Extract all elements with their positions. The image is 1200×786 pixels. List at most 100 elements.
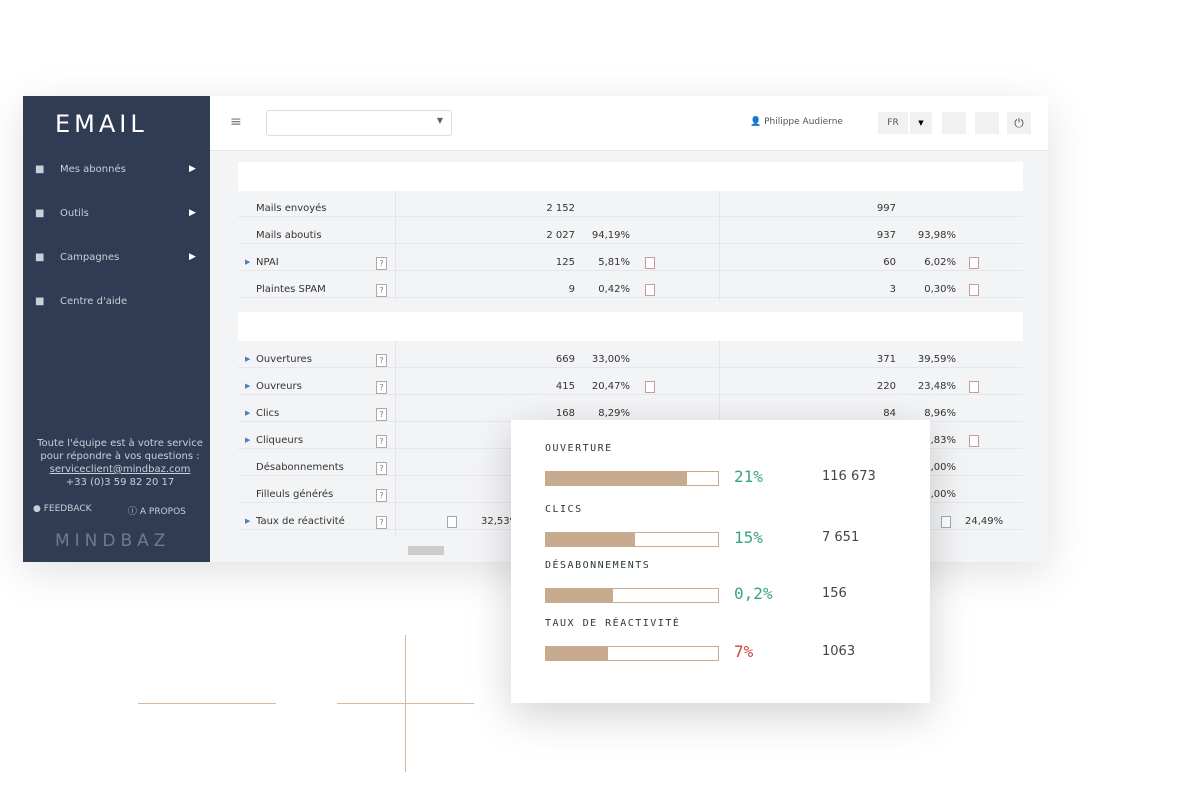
stat-count: 1063 (822, 644, 856, 659)
expand-arrow[interactable]: ▶ (245, 436, 251, 444)
menu-item[interactable]: Campagnes (60, 252, 120, 263)
help-line: Toute l'équipe est à votre service (37, 438, 203, 449)
help-icon[interactable]: ? (376, 354, 387, 367)
stat-percent: 7% (734, 642, 754, 661)
row-label: Mails envoyés (256, 203, 327, 214)
sidebar: EMAIL Toute l'équipe est à votre service… (23, 96, 210, 562)
chart-icon[interactable] (645, 381, 655, 393)
chart-icon[interactable] (969, 435, 979, 447)
row-label: Clics (256, 408, 280, 419)
cell: 8,29% (598, 408, 630, 419)
row-line (238, 270, 1023, 271)
help-icon[interactable]: ? (376, 489, 387, 502)
menu-icon: ■ (35, 208, 45, 219)
stat-count: 156 (822, 586, 847, 601)
scrollbar[interactable] (398, 544, 1018, 556)
lang[interactable]: FR (878, 112, 908, 134)
cell: 2 027 (546, 230, 575, 241)
cell: 371 (876, 354, 896, 365)
bar-fill (546, 647, 608, 660)
chart-icon[interactable] (969, 381, 979, 393)
row-line (238, 216, 1023, 217)
row-line (238, 394, 1023, 395)
feedback: FEEDBACK (43, 504, 92, 514)
cell: ,00% (930, 462, 956, 473)
row-line (238, 297, 1023, 298)
feedback-link[interactable]: ● FEEDBACK (33, 504, 92, 514)
help-icon[interactable]: ? (376, 257, 387, 270)
email-link[interactable]: serviceclient@mindbaz.com (49, 464, 191, 475)
cell: 9 (568, 284, 575, 295)
lang-dropdown[interactable]: ▼ (910, 112, 932, 134)
logout-button[interactable]: ⏻ (1007, 112, 1031, 134)
expand-arrow[interactable]: ▶ (245, 517, 251, 525)
cell: 415 (555, 381, 575, 392)
brand: MINDBAZ (55, 531, 171, 551)
chart-icon[interactable] (645, 257, 655, 269)
chart-icon[interactable] (969, 284, 979, 296)
stat-label: OUVERTURE (545, 443, 613, 454)
menu-item[interactable]: Outils (60, 208, 89, 219)
select[interactable]: ▼ (266, 110, 452, 136)
cell: 84 (883, 408, 896, 419)
help-icon[interactable]: ? (376, 408, 387, 421)
chart-icon[interactable] (969, 257, 979, 269)
chart-icon (941, 516, 951, 528)
cell: 5,81% (598, 257, 630, 268)
expand-arrow[interactable]: ▶ (245, 409, 251, 417)
menu-item[interactable]: Mes abonnés (60, 164, 126, 175)
cell: 168 (555, 408, 575, 419)
stat-count: 7 651 (822, 530, 860, 545)
user[interactable]: 👤 Philippe Audierne (750, 117, 843, 127)
expand-arrow[interactable]: ▶ (245, 258, 251, 266)
row-label: Plaintes SPAM (256, 284, 326, 295)
bar-track (545, 646, 719, 661)
cell: 2 152 (546, 203, 575, 214)
cell: 94,19% (591, 230, 630, 241)
bar-track (545, 588, 719, 603)
bar-track (545, 471, 719, 486)
cell: 0,30% (924, 284, 956, 295)
help-icon[interactable]: ? (376, 516, 387, 529)
help-text: Toute l'équipe est à votre service pour … (35, 437, 205, 489)
row-line (238, 243, 1023, 244)
menu-icon: ■ (35, 252, 45, 263)
cell: ,00% (930, 489, 956, 500)
about-link[interactable]: ⓘ A PROPOS (128, 507, 186, 517)
row-label: Ouvertures (256, 354, 312, 365)
menu-button[interactable]: ≡ (230, 114, 242, 130)
stat-label: DÉSABONNEMENTS (545, 560, 651, 571)
help-icon[interactable]: ? (376, 381, 387, 394)
cell: 3 (889, 284, 896, 295)
stat-label: CLICS (545, 504, 583, 515)
about: A PROPOS (139, 507, 186, 517)
cell: 6,02% (924, 257, 956, 268)
chat-button[interactable] (942, 112, 966, 134)
help-icon[interactable]: ? (376, 284, 387, 297)
phone: +33 (0)3 59 82 20 17 (65, 477, 175, 488)
help-icon[interactable]: ? (376, 462, 387, 475)
cell: 39,59% (917, 354, 956, 365)
row-line (238, 367, 1023, 368)
decor-line (138, 703, 276, 704)
header: ≡ ▼ 👤 Philippe Audierne FR ▼ ⏻ (210, 96, 1048, 151)
row-label: Ouvreurs (256, 381, 302, 392)
cell: 23,48% (917, 381, 956, 392)
decor-line (405, 635, 406, 772)
row-label: Mails aboutis (256, 230, 322, 241)
chart-icon (447, 516, 457, 528)
settings-button[interactable] (975, 112, 999, 134)
menu-arrow: ▶ (189, 164, 196, 174)
expand-arrow[interactable]: ▶ (245, 382, 251, 390)
menu-item[interactable]: Centre d'aide (60, 296, 128, 307)
menu-icon: ■ (35, 164, 45, 175)
cell: 937 (876, 230, 896, 241)
stat-percent: 21% (734, 467, 763, 486)
cell: 125 (555, 257, 575, 268)
app-window: EMAIL Toute l'équipe est à votre service… (23, 96, 1048, 562)
chart-icon[interactable] (645, 284, 655, 296)
table-header (238, 162, 1023, 191)
expand-arrow[interactable]: ▶ (245, 355, 251, 363)
help-icon[interactable]: ? (376, 435, 387, 448)
